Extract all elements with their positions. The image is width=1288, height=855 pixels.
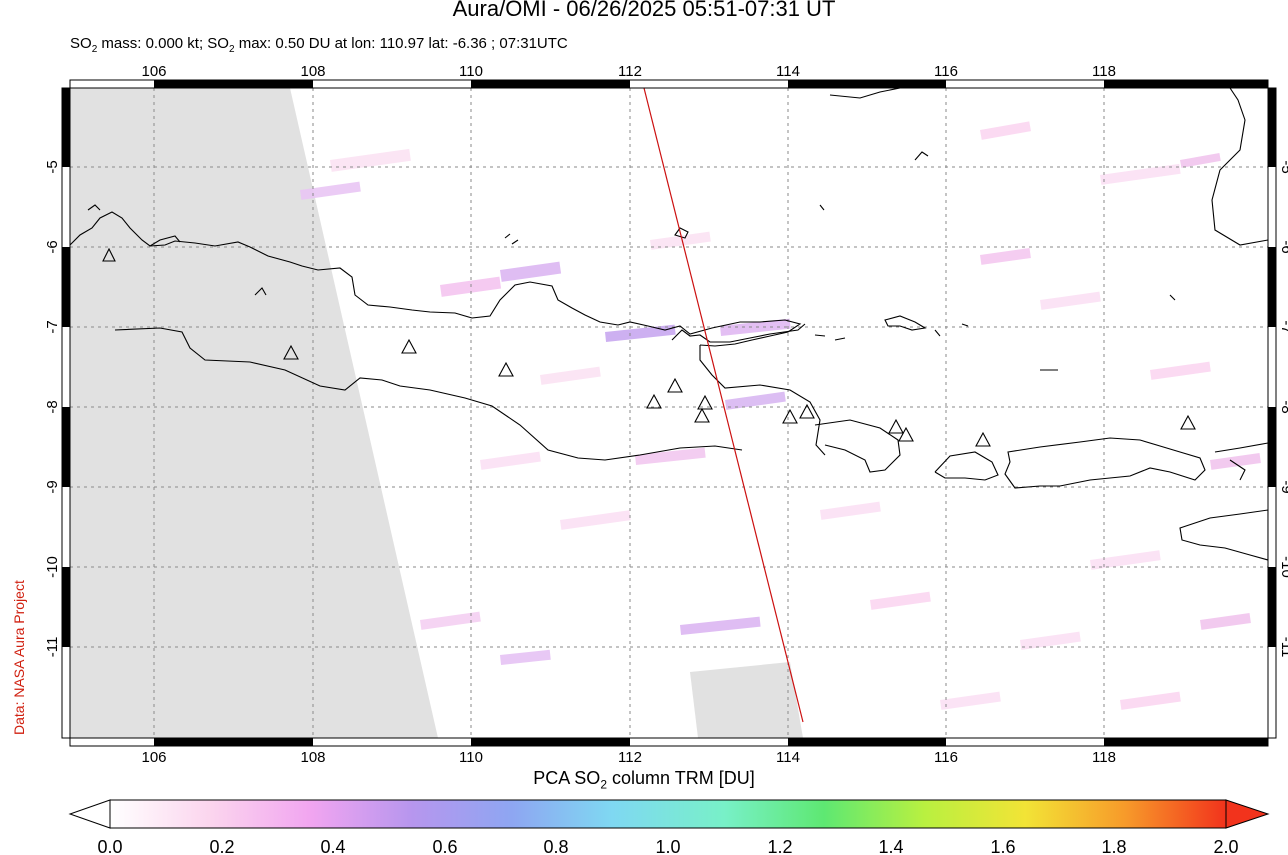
coast-sumatra: [70, 211, 181, 247]
map-panel: 106 108 110 112 114 116 118 106 108 110 …: [44, 63, 1288, 766]
no-data-swath-south: [690, 662, 803, 738]
coast-borneo: [829, 88, 901, 99]
lon-tick-label: 116: [934, 63, 958, 80]
coast-islet-9: [1229, 459, 1246, 481]
no-data-swath-west: [70, 88, 438, 738]
coast-islet-4: [819, 204, 825, 211]
map-subtitle: SO2 mass: 0.000 kt; SO2 max: 0.50 DU at …: [70, 35, 568, 55]
lat-tick-label: -7: [44, 320, 61, 333]
colorbar-tick-label: 1.0: [655, 837, 680, 855]
lon-tick-label: 110: [459, 749, 483, 766]
coast-islet-5: [814, 334, 846, 341]
lat-tick-label: -9: [1278, 480, 1288, 493]
coast-karimunjawa: [504, 233, 519, 245]
volcano-triangle-icon: [782, 408, 798, 424]
coast-east-java: [699, 345, 826, 456]
lon-tick-label: 106: [141, 749, 166, 766]
volcano-triangle-icon: [799, 403, 815, 419]
map-title: Aura/OMI - 06/26/2025 05:51-07:31 UT: [452, 0, 836, 21]
volcano-triangle-icon: [694, 407, 710, 423]
lon-labels-top: 106 108 110 112 114 116 118: [141, 63, 1115, 80]
volcano-triangle-icon: [697, 394, 713, 410]
colorbar-tick-label: 0.8: [543, 837, 568, 855]
coast-java-south: [114, 327, 743, 461]
colorbar-bar: [109, 799, 1227, 829]
volcano-triangle-icon: [102, 247, 116, 262]
colorbar-tick-label: 0.2: [209, 837, 234, 855]
lon-tick-label: 108: [300, 749, 325, 766]
lon-tick-label: 116: [934, 749, 958, 766]
lat-tick-label: -6: [44, 240, 61, 253]
coast-flores: [1214, 442, 1268, 453]
coast-islet-8: [1169, 294, 1176, 301]
lat-tick-label: -10: [1278, 556, 1288, 578]
volcano-triangle-icon: [498, 361, 514, 377]
coast-islet-1: [254, 287, 267, 296]
lat-labels-right: -5 -6 -7 -8 -9 -10 -11: [1278, 160, 1288, 657]
coast-sumbawa: [1004, 437, 1206, 489]
lon-tick-label: 106: [141, 63, 166, 80]
volcano-triangle-icon: [667, 377, 683, 393]
satellite-track: [643, 88, 804, 723]
colorbar-tick-label: 0.0: [97, 837, 122, 855]
map-frame: [61, 79, 1277, 747]
coast-lombok: [934, 451, 999, 481]
colorbar-ticks: 0.0 0.2 0.4 0.6 0.8 1.0 1.2 1.4 1.6 1.8 …: [97, 837, 1238, 855]
colorbar-tick-label: 1.2: [767, 837, 792, 855]
coastlines: [70, 88, 1268, 561]
lat-labels-left: -5 -6 -7 -8 -9 -10 -11: [44, 160, 61, 657]
volcano-markers: [102, 247, 1196, 447]
coast-sumba: [1179, 509, 1268, 561]
lat-tick-label: -7: [1278, 320, 1288, 333]
colorbar-tick-label: 1.6: [990, 837, 1015, 855]
coast-islet-2: [87, 204, 101, 211]
colorbar-under-arrow: [68, 799, 111, 829]
colorbar-over-arrow: [1225, 799, 1270, 829]
lat-tick-label: -8: [1278, 400, 1288, 413]
lon-tick-label: 118: [1092, 63, 1116, 80]
colorbar-tick-label: 1.8: [1101, 837, 1126, 855]
colorbar-tick-label: 2.0: [1213, 837, 1238, 855]
coast-java-north: [149, 240, 802, 347]
lon-tick-label: 112: [618, 749, 642, 766]
lon-tick-label: 110: [459, 63, 483, 80]
coast-kangean: [884, 315, 927, 331]
lon-tick-label: 108: [300, 63, 325, 80]
lat-tick-label: -5: [44, 160, 61, 173]
coast-madura: [671, 323, 806, 343]
coast-bali: [814, 419, 901, 473]
lon-tick-label: 114: [776, 63, 800, 80]
colorbar: 0.0 0.2 0.4 0.6 0.8 1.0 1.2 1.4 1.6 1.8 …: [68, 799, 1270, 855]
colorbar-tick-label: 0.6: [432, 837, 457, 855]
volcano-triangle-icon: [646, 393, 662, 409]
lon-labels-bottom: 106 108 110 112 114 116 118: [141, 749, 1115, 766]
lon-tick-label: 114: [776, 749, 800, 766]
lat-tick-label: -8: [44, 400, 61, 413]
lon-tick-label: 112: [618, 63, 642, 80]
volcano-triangle-icon: [898, 426, 914, 442]
coast-islet-3: [914, 151, 929, 161]
lon-tick-label: 118: [1092, 749, 1116, 766]
lat-tick-label: -6: [1278, 240, 1288, 253]
lat-tick-label: -11: [44, 637, 61, 658]
colorbar-tick-label: 0.4: [320, 837, 345, 855]
colorbar-title: PCA SO2 column TRM [DU]: [533, 768, 755, 792]
coast-islet-6: [934, 323, 969, 337]
colorbar-tick-label: 1.4: [878, 837, 903, 855]
lat-tick-label: -10: [44, 556, 61, 578]
coast-sulawesi: [1211, 88, 1268, 246]
volcano-triangle-icon: [975, 431, 991, 447]
volcano-triangle-icon: [888, 418, 904, 434]
volcano-triangle-icon: [401, 338, 417, 354]
lat-tick-label: -9: [44, 480, 61, 493]
volcano-triangle-icon: [1180, 414, 1196, 430]
lat-tick-label: -5: [1278, 160, 1288, 173]
volcano-triangle-icon: [283, 344, 299, 360]
lat-tick-label: -11: [1278, 637, 1288, 658]
